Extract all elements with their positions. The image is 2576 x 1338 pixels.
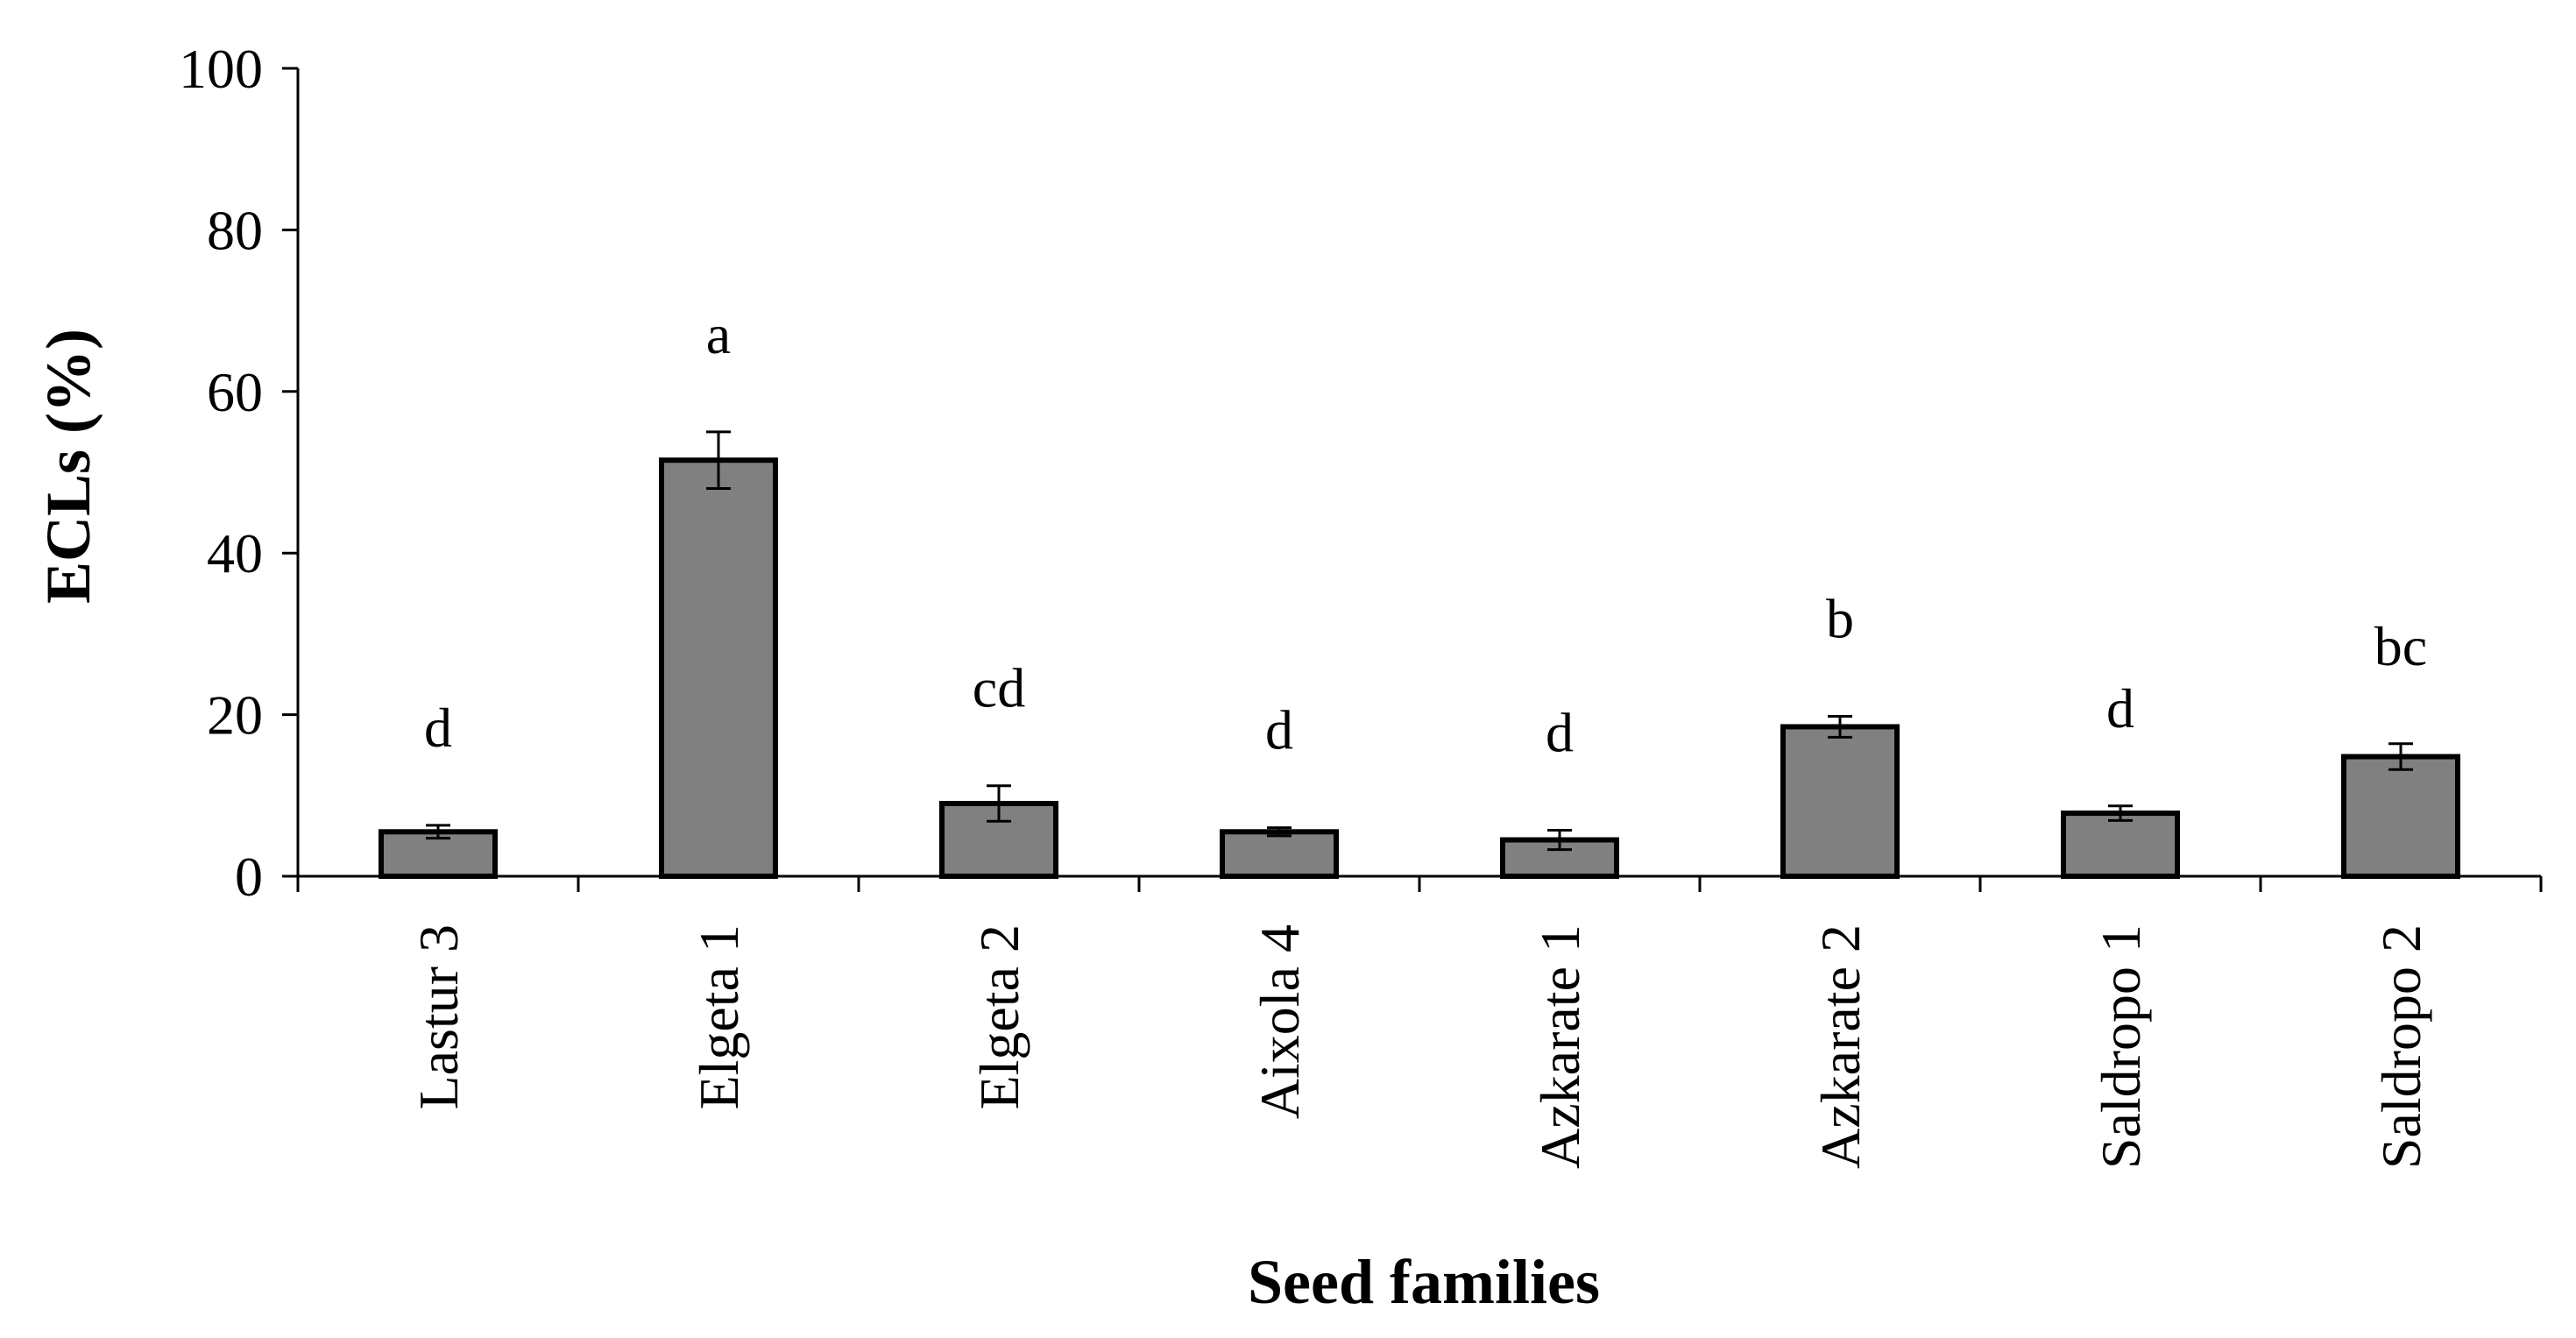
bar: [1780, 724, 1900, 879]
y-tick-label: 80: [207, 199, 263, 261]
category-label: Azkarate 2: [1809, 924, 1872, 1169]
significance-label: d: [424, 697, 452, 759]
significance-label: bc: [2374, 615, 2427, 677]
bar: [2341, 754, 2460, 879]
bar: [659, 457, 778, 879]
x-axis-title: Seed families: [1248, 1247, 1600, 1317]
y-axis-title: ECLs (%): [33, 329, 103, 604]
bars: [379, 457, 2460, 880]
bar: [939, 801, 1058, 880]
significance-label: cd: [973, 657, 1025, 719]
error-bars: [426, 430, 2413, 852]
significance-labels: d a cd d d b d bc: [424, 303, 2427, 764]
y-tick-label: 100: [179, 38, 263, 100]
category-label: Saldropo 1: [2090, 924, 2152, 1169]
category-label: Elgeta 1: [688, 924, 750, 1109]
bar: [2061, 811, 2180, 879]
category-label: Saldropo 2: [2370, 924, 2432, 1169]
y-axis: 0 20 40 60 80 100: [179, 38, 300, 908]
significance-label: d: [1546, 701, 1574, 763]
significance-label: a: [706, 303, 731, 365]
x-axis: [296, 874, 2543, 892]
category-labels: Lastur 3 Elgeta 1 Elgeta 2 Aixola 4 Azkarate…: [407, 924, 2432, 1169]
y-tick-label: 60: [207, 361, 263, 423]
bar: [1220, 829, 1339, 879]
category-label: Azkarate 1: [1529, 924, 1591, 1169]
y-tick-label: 0: [235, 846, 263, 908]
significance-label: d: [1265, 699, 1293, 761]
category-label: Elgeta 2: [968, 924, 1030, 1109]
significance-label: b: [1826, 587, 1854, 649]
y-tick-label: 20: [207, 684, 263, 747]
y-tick-label: 40: [207, 522, 263, 584]
category-label: Aixola 4: [1249, 924, 1311, 1119]
significance-label: d: [2106, 677, 2134, 740]
category-label: Lastur 3: [407, 924, 470, 1110]
